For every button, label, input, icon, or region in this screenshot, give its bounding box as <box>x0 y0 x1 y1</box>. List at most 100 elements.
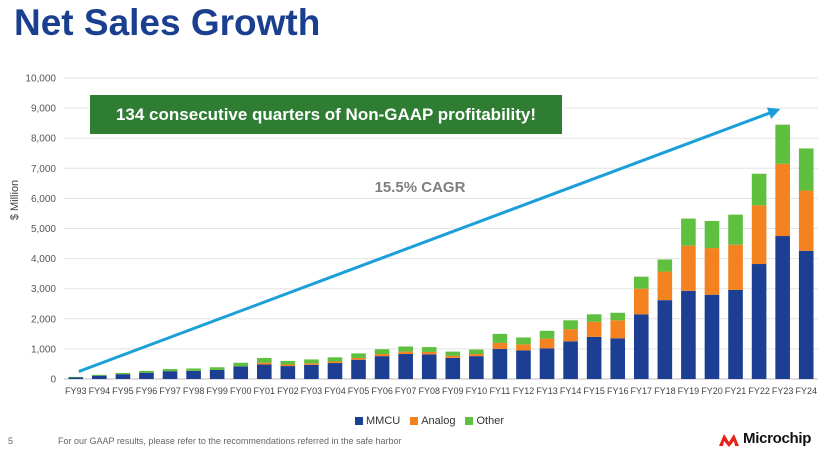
bar-other-fy21 <box>728 214 743 245</box>
x-tick-label: FY01 <box>254 386 276 396</box>
bar-analog-fy23 <box>775 163 790 237</box>
bar-other-fy94 <box>92 374 107 376</box>
x-tick-label: FY16 <box>607 386 629 396</box>
x-tick-label: FY98 <box>183 386 205 396</box>
bar-analog-fy19 <box>681 245 696 291</box>
chart-legend: MMCU Analog Other <box>355 415 504 427</box>
x-tick-label: FY19 <box>678 386 700 396</box>
bar-analog-fy06 <box>374 354 390 357</box>
bar-other-fy97 <box>162 369 178 372</box>
bar-mmcu-fy10 <box>469 356 484 379</box>
bar-mmcu-fy99 <box>209 369 225 379</box>
bar-other-fy99 <box>209 367 225 370</box>
y-tick-label: 9,000 <box>31 104 56 115</box>
bar-mmcu-fy18 <box>657 300 673 379</box>
x-tick-label: FY11 <box>489 386 510 396</box>
bar-other-fy03 <box>304 359 319 364</box>
bar-mmcu-fy98 <box>186 370 201 379</box>
bar-other-fy13 <box>539 330 555 339</box>
x-tick-label: FY12 <box>513 386 535 396</box>
bar-other-fy00 <box>233 362 249 367</box>
bar-other-fy08 <box>421 347 437 352</box>
logo-text: Microchip <box>743 430 812 447</box>
bar-other-fy14 <box>563 320 578 330</box>
bar-mmcu-fy12 <box>516 350 531 379</box>
x-tick-label: FY18 <box>654 386 676 396</box>
x-tick-label: FY96 <box>136 386 158 396</box>
x-tick-label: FY10 <box>466 386 488 396</box>
bar-other-fy93 <box>68 376 84 378</box>
bar-analog-fy14 <box>563 329 578 342</box>
x-tick-label: FY03 <box>301 386 323 396</box>
x-axis-ticks: FY93 FY94 FY95 FY96 FY97 FY98 FY99 FY00 FY01 FY02… <box>65 386 817 396</box>
y-tick-label: 0 <box>50 375 56 386</box>
bar-analog-fy07 <box>398 351 413 355</box>
x-tick-label: FY95 <box>112 386 134 396</box>
bar-mmcu-fy13 <box>539 348 555 379</box>
x-tick-label: FY05 <box>348 386 370 396</box>
bar-mmcu-fy22 <box>751 264 767 379</box>
bar-analog-fy16 <box>610 320 626 339</box>
y-tick-label: 3,000 <box>31 284 56 295</box>
legend-item-mmcu: MMCU <box>355 415 400 427</box>
y-axis-ticks: 0 1,000 2,000 3,000 4,000 5,000 6,000 7,000 8,00… <box>25 74 56 386</box>
bar-mmcu-fy20 <box>704 294 720 379</box>
bar-analog-fy22 <box>751 205 767 265</box>
banner-text: 134 consecutive quarters of Non-GAAP pro… <box>116 105 536 124</box>
bar-mmcu-fy06 <box>374 356 390 379</box>
cagr-arrow-head <box>766 107 781 119</box>
cagr-arrow <box>78 107 781 373</box>
y-tick-label: 7,000 <box>31 164 56 175</box>
microchip-logo-icon <box>719 433 739 447</box>
cagr-arrow-line <box>78 109 776 373</box>
bar-mmcu-fy97 <box>162 371 178 379</box>
y-tick-label: 5,000 <box>31 224 56 235</box>
bar-analog-fy01 <box>256 362 272 365</box>
bar-analog-fy13 <box>539 338 555 349</box>
bar-mmcu-fy02 <box>280 366 296 379</box>
x-tick-label: FY06 <box>371 386 393 396</box>
bar-mmcu-fy96 <box>139 372 154 379</box>
bar-other-fy96 <box>139 370 154 373</box>
bar-mmcu-fy23 <box>775 236 790 379</box>
page-title: Net Sales Growth <box>14 2 321 43</box>
y-tick-label: 6,000 <box>31 194 56 205</box>
bar-other-fy07 <box>398 346 413 352</box>
bar-other-fy02 <box>280 360 296 365</box>
bar-analog-fy12 <box>516 344 531 351</box>
bar-analog-fy08 <box>421 351 437 355</box>
bar-mmcu-fy03 <box>304 364 319 379</box>
bar-analog-fy04 <box>327 361 343 364</box>
bar-other-fy24 <box>798 148 814 191</box>
cagr-label: 15.5% CAGR <box>375 179 466 196</box>
legend-swatch-analog <box>410 417 419 425</box>
x-tick-label: FY00 <box>230 386 252 396</box>
bar-mmcu-fy11 <box>492 348 508 379</box>
x-tick-label: FY20 <box>701 386 723 396</box>
bar-other-fy17 <box>633 276 649 289</box>
x-tick-label: FY99 <box>206 386 228 396</box>
bar-analog-fy18 <box>657 271 673 301</box>
bar-other-fy05 <box>351 353 366 358</box>
bar-mmcu-fy15 <box>586 336 602 379</box>
bar-mmcu-fy14 <box>563 341 578 379</box>
legend-item-other: Other <box>465 415 504 427</box>
bar-mmcu-fy94 <box>92 375 107 379</box>
x-tick-label: FY23 <box>772 386 794 396</box>
bar-other-fy01 <box>256 357 272 363</box>
x-tick-label: FY14 <box>560 386 582 396</box>
page-number: 5 <box>8 436 14 446</box>
bar-other-fy10 <box>469 349 484 355</box>
x-tick-label: FY93 <box>65 386 87 396</box>
bar-mmcu-fy95 <box>115 374 131 379</box>
bar-mmcu-fy01 <box>256 364 272 379</box>
y-tick-label: 4,000 <box>31 254 56 265</box>
bar-mmcu-fy21 <box>728 289 743 379</box>
legend-label-other: Other <box>476 415 504 427</box>
bar-other-fy16 <box>610 312 626 321</box>
legend-label-analog: Analog <box>421 415 456 427</box>
bar-other-fy95 <box>115 372 131 375</box>
x-tick-label: FY04 <box>324 386 346 396</box>
bar-mmcu-fy04 <box>327 363 343 379</box>
x-tick-label: FY94 <box>89 386 111 396</box>
